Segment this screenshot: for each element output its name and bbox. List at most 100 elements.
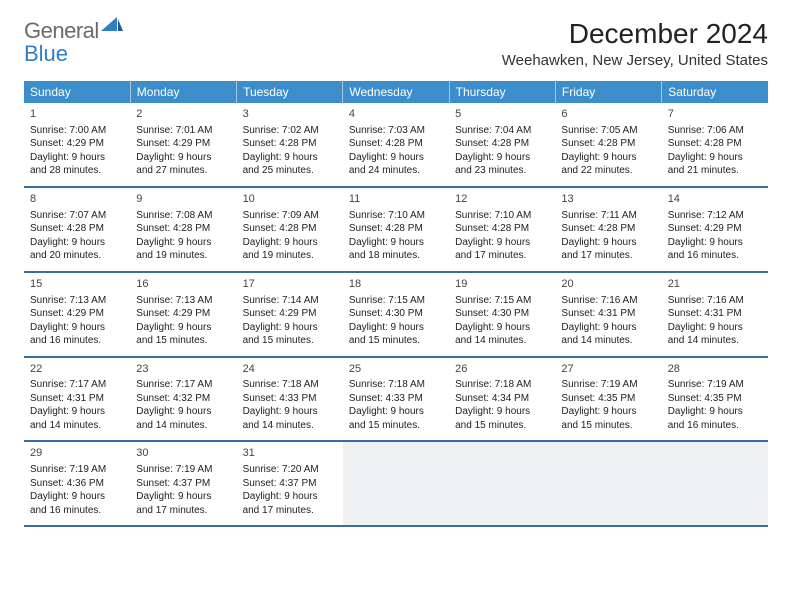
day-number: 9	[136, 192, 230, 207]
calendar-day-cell: 31Sunrise: 7:20 AMSunset: 4:37 PMDayligh…	[237, 441, 343, 526]
day-detail: Daylight: 9 hours	[455, 405, 549, 419]
day-detail: and 14 minutes.	[455, 334, 549, 348]
day-detail: and 17 minutes.	[136, 504, 230, 518]
day-detail: and 14 minutes.	[668, 334, 762, 348]
day-detail: Sunset: 4:28 PM	[561, 137, 655, 151]
day-detail: Sunrise: 7:09 AM	[243, 209, 337, 223]
day-detail: and 14 minutes.	[30, 419, 124, 433]
day-detail: Daylight: 9 hours	[349, 321, 443, 335]
day-detail: Sunset: 4:29 PM	[136, 307, 230, 321]
day-detail: Daylight: 9 hours	[668, 151, 762, 165]
calendar-body: 1Sunrise: 7:00 AMSunset: 4:29 PMDaylight…	[24, 103, 768, 526]
day-detail: Daylight: 9 hours	[30, 490, 124, 504]
day-detail: Sunset: 4:29 PM	[30, 307, 124, 321]
calendar-day-cell: 6Sunrise: 7:05 AMSunset: 4:28 PMDaylight…	[555, 103, 661, 187]
day-detail: and 20 minutes.	[30, 249, 124, 263]
day-detail: Sunrise: 7:15 AM	[349, 294, 443, 308]
day-detail: Sunset: 4:28 PM	[455, 222, 549, 236]
weekday-header-row: Sunday Monday Tuesday Wednesday Thursday…	[24, 81, 768, 103]
calendar-day-cell: 16Sunrise: 7:13 AMSunset: 4:29 PMDayligh…	[130, 272, 236, 357]
day-detail: and 25 minutes.	[243, 164, 337, 178]
day-detail: Daylight: 9 hours	[30, 405, 124, 419]
calendar-day-cell: 7Sunrise: 7:06 AMSunset: 4:28 PMDaylight…	[662, 103, 768, 187]
day-detail: Sunrise: 7:05 AM	[561, 124, 655, 138]
day-detail: Sunset: 4:31 PM	[30, 392, 124, 406]
day-detail: Sunrise: 7:19 AM	[668, 378, 762, 392]
calendar-day-cell	[343, 441, 449, 526]
day-detail: Sunset: 4:32 PM	[136, 392, 230, 406]
day-detail: Daylight: 9 hours	[136, 490, 230, 504]
day-detail: Sunrise: 7:10 AM	[455, 209, 549, 223]
day-number: 16	[136, 277, 230, 292]
day-detail: Daylight: 9 hours	[243, 321, 337, 335]
day-detail: Sunset: 4:30 PM	[349, 307, 443, 321]
day-detail: Daylight: 9 hours	[668, 321, 762, 335]
day-detail: Sunrise: 7:16 AM	[668, 294, 762, 308]
day-number: 14	[668, 192, 762, 207]
calendar-day-cell: 3Sunrise: 7:02 AMSunset: 4:28 PMDaylight…	[237, 103, 343, 187]
calendar-day-cell: 20Sunrise: 7:16 AMSunset: 4:31 PMDayligh…	[555, 272, 661, 357]
day-detail: Daylight: 9 hours	[30, 321, 124, 335]
day-detail: Sunrise: 7:12 AM	[668, 209, 762, 223]
day-detail: Sunrise: 7:08 AM	[136, 209, 230, 223]
day-number: 10	[243, 192, 337, 207]
day-detail: Sunset: 4:29 PM	[30, 137, 124, 151]
day-detail: Daylight: 9 hours	[455, 321, 549, 335]
day-detail: Sunrise: 7:19 AM	[561, 378, 655, 392]
day-detail: Sunset: 4:37 PM	[243, 477, 337, 491]
day-detail: Daylight: 9 hours	[136, 405, 230, 419]
calendar-page: General December 2024 Weehawken, New Jer…	[0, 0, 792, 545]
weekday-header: Monday	[130, 81, 236, 103]
weekday-header: Sunday	[24, 81, 130, 103]
calendar-day-cell: 10Sunrise: 7:09 AMSunset: 4:28 PMDayligh…	[237, 187, 343, 272]
day-number: 1	[30, 107, 124, 122]
calendar-day-cell: 28Sunrise: 7:19 AMSunset: 4:35 PMDayligh…	[662, 357, 768, 442]
day-detail: and 27 minutes.	[136, 164, 230, 178]
calendar-day-cell: 29Sunrise: 7:19 AMSunset: 4:36 PMDayligh…	[24, 441, 130, 526]
calendar-day-cell	[662, 441, 768, 526]
day-detail: Sunset: 4:34 PM	[455, 392, 549, 406]
day-detail: and 23 minutes.	[455, 164, 549, 178]
day-detail: Sunrise: 7:10 AM	[349, 209, 443, 223]
day-detail: Sunrise: 7:18 AM	[455, 378, 549, 392]
day-number: 25	[349, 362, 443, 377]
day-detail: Sunset: 4:28 PM	[30, 222, 124, 236]
calendar-day-cell: 17Sunrise: 7:14 AMSunset: 4:29 PMDayligh…	[237, 272, 343, 357]
day-detail: and 15 minutes.	[349, 334, 443, 348]
day-number: 5	[455, 107, 549, 122]
calendar-day-cell: 8Sunrise: 7:07 AMSunset: 4:28 PMDaylight…	[24, 187, 130, 272]
day-detail: Sunrise: 7:11 AM	[561, 209, 655, 223]
logo-sail-icon	[101, 15, 123, 41]
day-detail: Sunrise: 7:13 AM	[136, 294, 230, 308]
calendar-week-row: 15Sunrise: 7:13 AMSunset: 4:29 PMDayligh…	[24, 272, 768, 357]
day-detail: Sunset: 4:29 PM	[136, 137, 230, 151]
day-detail: Sunrise: 7:18 AM	[243, 378, 337, 392]
day-detail: Daylight: 9 hours	[243, 405, 337, 419]
day-number: 15	[30, 277, 124, 292]
weekday-header: Tuesday	[237, 81, 343, 103]
calendar-day-cell: 30Sunrise: 7:19 AMSunset: 4:37 PMDayligh…	[130, 441, 236, 526]
day-detail: Sunset: 4:28 PM	[349, 137, 443, 151]
weekday-header: Wednesday	[343, 81, 449, 103]
day-detail: and 16 minutes.	[30, 334, 124, 348]
day-number: 27	[561, 362, 655, 377]
day-detail: Sunset: 4:31 PM	[668, 307, 762, 321]
day-detail: Sunrise: 7:14 AM	[243, 294, 337, 308]
day-detail: and 15 minutes.	[349, 419, 443, 433]
day-detail: Sunset: 4:28 PM	[243, 137, 337, 151]
day-detail: and 16 minutes.	[668, 419, 762, 433]
day-number: 28	[668, 362, 762, 377]
day-detail: Sunrise: 7:04 AM	[455, 124, 549, 138]
day-detail: Sunset: 4:28 PM	[561, 222, 655, 236]
day-detail: Sunset: 4:30 PM	[455, 307, 549, 321]
calendar-day-cell: 13Sunrise: 7:11 AMSunset: 4:28 PMDayligh…	[555, 187, 661, 272]
calendar-week-row: 29Sunrise: 7:19 AMSunset: 4:36 PMDayligh…	[24, 441, 768, 526]
day-number: 22	[30, 362, 124, 377]
day-detail: Sunset: 4:35 PM	[561, 392, 655, 406]
day-detail: and 19 minutes.	[243, 249, 337, 263]
day-detail: Daylight: 9 hours	[561, 321, 655, 335]
day-detail: Sunset: 4:36 PM	[30, 477, 124, 491]
day-detail: Sunrise: 7:17 AM	[136, 378, 230, 392]
day-number: 19	[455, 277, 549, 292]
day-detail: and 15 minutes.	[243, 334, 337, 348]
